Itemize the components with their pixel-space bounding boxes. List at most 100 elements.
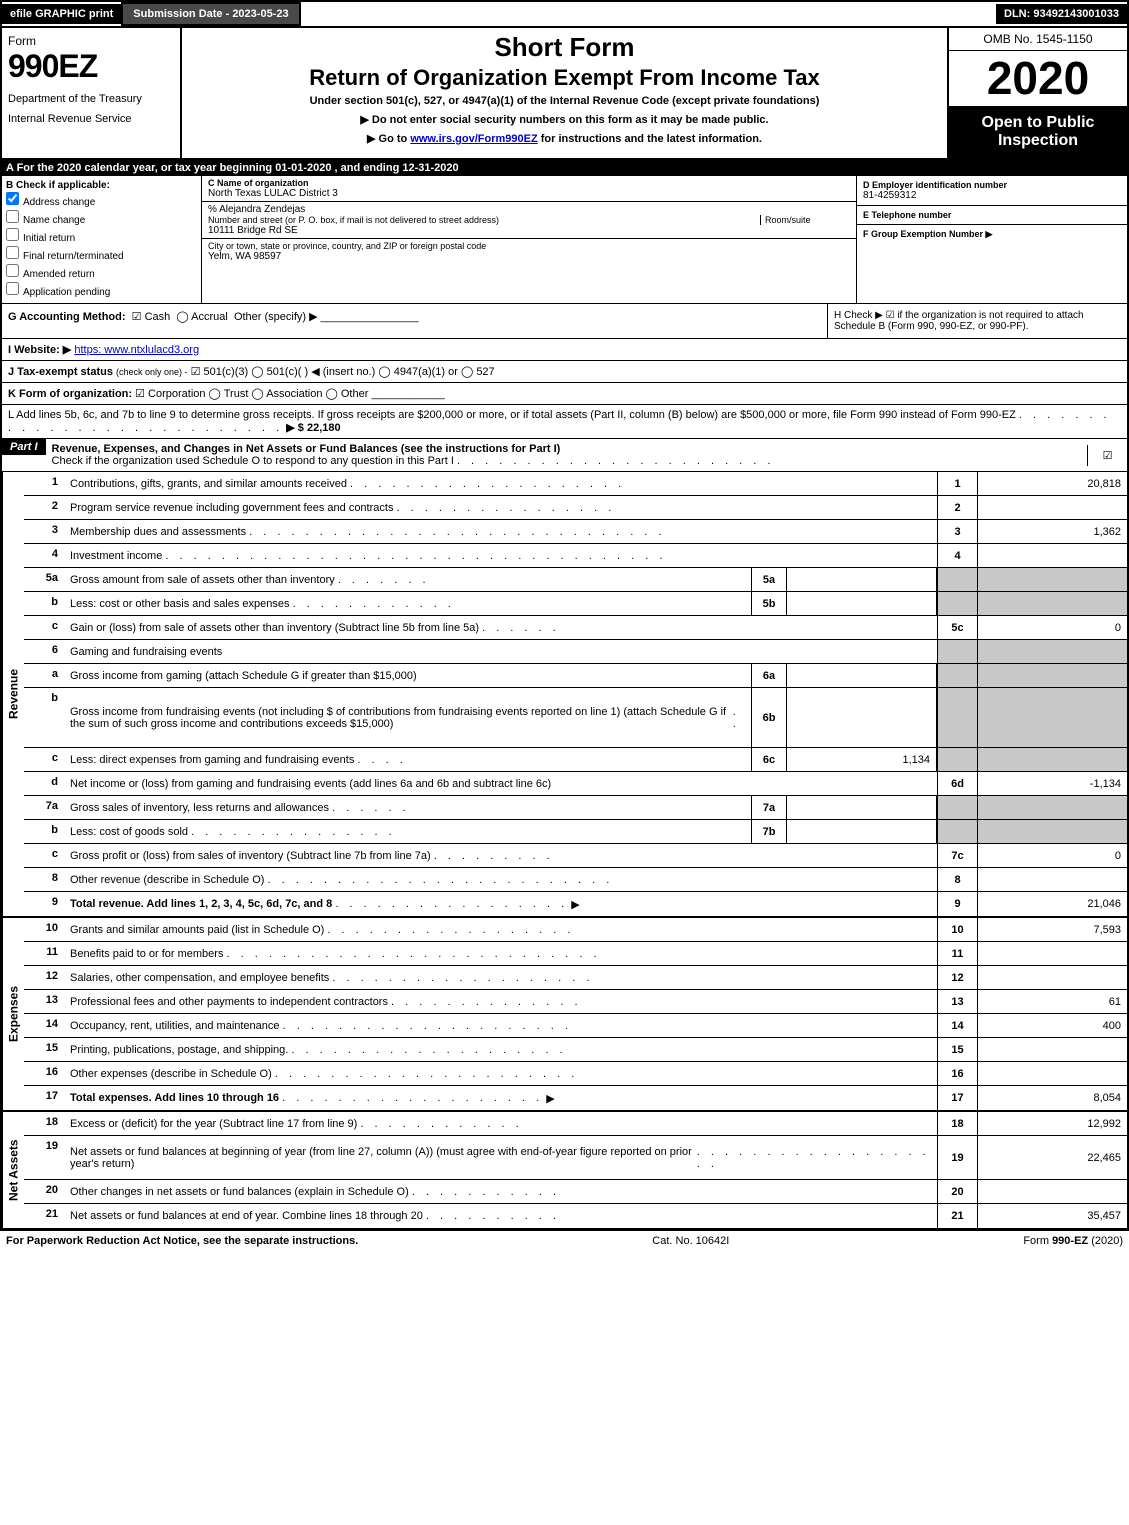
line-6: 6 Gaming and fundraising events	[24, 640, 1127, 664]
line-20: 20 Other changes in net assets or fund b…	[24, 1180, 1127, 1204]
col-val	[977, 1062, 1127, 1085]
net-assets-section: Net Assets 18 Excess or (deficit) for th…	[0, 1112, 1129, 1230]
line-7b: b Less: cost of goods sold . . . . . . .…	[24, 820, 1127, 844]
check-amended-return[interactable]: Amended return	[6, 263, 197, 281]
col-num: 12	[937, 966, 977, 989]
label-initial-return: Initial return	[23, 233, 75, 244]
efile-button[interactable]: efile GRAPHIC print	[2, 4, 121, 24]
check-initial-return[interactable]: Initial return	[6, 227, 197, 245]
dots-icon: . . . . . . . . . . . . . . . . . . . . …	[457, 455, 775, 467]
j-sub: (check only one) -	[116, 367, 188, 377]
line-15: 15 Printing, publications, postage, and …	[24, 1038, 1127, 1062]
omb-number: OMB No. 1545-1150	[949, 28, 1127, 51]
checkbox-amended-return[interactable]	[6, 264, 19, 277]
col-num: 18	[937, 1112, 977, 1135]
d-label: D Employer identification number	[863, 180, 1121, 190]
col-num: 15	[937, 1038, 977, 1061]
part-1-checkbox[interactable]: ☑	[1087, 445, 1127, 466]
line-desc: Grants and similar amounts paid (list in…	[66, 918, 937, 941]
k-label: K Form of organization:	[8, 388, 132, 400]
line-desc: Gaming and fundraising events	[66, 640, 937, 663]
line-num: 5a	[24, 568, 66, 591]
goto-prefix: ▶ Go to	[367, 133, 410, 145]
arrow-icon: ▶	[546, 1092, 554, 1105]
under-section-text: Under section 501(c), 527, or 4947(a)(1)…	[188, 95, 941, 107]
check-final-return[interactable]: Final return/terminated	[6, 245, 197, 263]
mini-num: 5a	[751, 568, 787, 591]
website-link[interactable]: https: www.ntxlulacd3.org	[74, 344, 199, 356]
checkbox-application-pending[interactable]	[6, 282, 19, 295]
mini-val	[787, 568, 937, 591]
col-val	[977, 1038, 1127, 1061]
tax-year: 2020	[949, 51, 1127, 105]
checkbox-initial-return[interactable]	[6, 228, 19, 241]
dots-icon: . . . . . . . . . . .	[412, 1186, 560, 1198]
dots-icon: . . . . . . . . . . . .	[293, 598, 455, 610]
line-desc: Net assets or fund balances at end of ye…	[66, 1204, 937, 1228]
col-num: 6d	[937, 772, 977, 795]
col-val	[977, 868, 1127, 891]
checkbox-address-change[interactable]	[6, 192, 19, 205]
col-num: 11	[937, 942, 977, 965]
line-6b: b Gross income from fundraising events (…	[24, 688, 1127, 748]
check-application-pending[interactable]: Application pending	[6, 281, 197, 299]
i-label: I Website: ▶	[8, 344, 71, 356]
mini-val	[787, 592, 937, 615]
col-num-shaded	[937, 592, 977, 615]
row-a-calendar-year: A For the 2020 calendar year, or tax yea…	[0, 160, 1129, 176]
line-desc: Salaries, other compensation, and employ…	[66, 966, 937, 989]
return-title: Return of Organization Exempt From Incom…	[188, 65, 941, 91]
line-num: a	[24, 664, 66, 687]
col-val: 35,457	[977, 1204, 1127, 1228]
check-name-change[interactable]: Name change	[6, 209, 197, 227]
line-desc: Total expenses. Add lines 10 through 16 …	[66, 1086, 937, 1110]
form-id-column: Form 990EZ Department of the Treasury In…	[2, 28, 182, 158]
line-desc: Benefits paid to or for members . . . . …	[66, 942, 937, 965]
check-address-change[interactable]: Address change	[6, 191, 197, 209]
line-11: 11 Benefits paid to or for members . . .…	[24, 942, 1127, 966]
mini-num: 6a	[751, 664, 787, 687]
short-form-title: Short Form	[188, 32, 941, 63]
col-num-shaded	[937, 796, 977, 819]
line-num: 19	[24, 1136, 66, 1179]
g-label: G Accounting Method:	[8, 311, 126, 323]
checkbox-name-change[interactable]	[6, 210, 19, 223]
line-desc: Total revenue. Add lines 1, 2, 3, 4, 5c,…	[66, 892, 937, 916]
mini-val	[787, 796, 937, 819]
col-num: 1	[937, 472, 977, 495]
dots-icon: . . . . . . .	[338, 574, 430, 586]
line-6a: a Gross income from gaming (attach Sched…	[24, 664, 1127, 688]
form-ref-pre: Form	[1023, 1235, 1052, 1247]
dots-icon: . . . . . . . . . . . . . . . . .	[335, 898, 568, 910]
g-accrual: Accrual	[191, 311, 228, 323]
col-val: 12,992	[977, 1112, 1127, 1135]
line-desc: Other changes in net assets or fund bala…	[66, 1180, 937, 1203]
mini-num: 6c	[751, 748, 787, 771]
line-num: c	[24, 748, 66, 771]
line-desc: Occupancy, rent, utilities, and maintena…	[66, 1014, 937, 1037]
page-footer: For Paperwork Reduction Act Notice, see …	[0, 1230, 1129, 1251]
dots-icon: . . . . . . . . . . . . . . . . . . . .	[291, 1044, 566, 1056]
line-desc: Program service revenue including govern…	[66, 496, 937, 519]
line-num: 1	[24, 472, 66, 495]
col-num-shaded	[937, 820, 977, 843]
right-column: OMB No. 1545-1150 2020 Open to Public In…	[947, 28, 1127, 158]
col-val-shaded	[977, 640, 1127, 663]
line-num: b	[24, 688, 66, 747]
c-name-label: C Name of organization	[208, 178, 850, 188]
submission-date-button[interactable]: Submission Date - 2023-05-23	[121, 2, 300, 26]
line-num: 7a	[24, 796, 66, 819]
revenue-vertical-label: Revenue	[2, 472, 24, 916]
line-desc: Gross sales of inventory, less returns a…	[66, 796, 751, 819]
row-i-website: I Website: ▶ https: www.ntxlulacd3.org	[0, 339, 1129, 361]
label-name-change: Name change	[23, 215, 85, 226]
f-label: F Group Exemption Number ▶	[863, 229, 1121, 240]
line-num: 20	[24, 1180, 66, 1203]
dots-icon: . . . . . . . . . . . . . . . . . .	[327, 924, 574, 936]
goto-line: ▶ Go to www.irs.gov/Form990EZ for instru…	[188, 132, 941, 145]
irs-link[interactable]: www.irs.gov/Form990EZ	[410, 133, 537, 145]
col-num: 21	[937, 1204, 977, 1228]
dots-icon: . . . . . . . . . . . . . .	[391, 996, 582, 1008]
checkbox-final-return[interactable]	[6, 246, 19, 259]
col-num-shaded	[937, 664, 977, 687]
